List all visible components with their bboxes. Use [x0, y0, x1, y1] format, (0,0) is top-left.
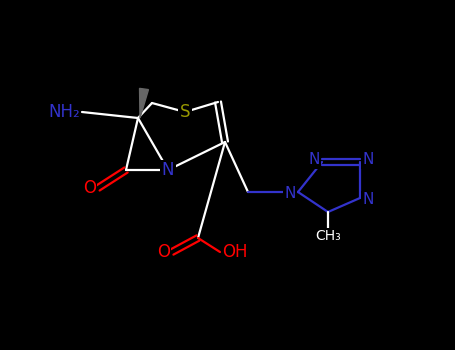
- Text: NH₂: NH₂: [48, 103, 80, 121]
- Text: N: N: [162, 161, 174, 179]
- Text: OH: OH: [222, 243, 248, 261]
- Text: N: N: [362, 193, 374, 208]
- Text: O: O: [83, 179, 96, 197]
- Text: N: N: [308, 153, 320, 168]
- Polygon shape: [140, 89, 148, 118]
- Text: N: N: [285, 187, 296, 202]
- Text: N: N: [362, 153, 374, 168]
- Text: S: S: [180, 103, 190, 121]
- Text: O: O: [157, 243, 170, 261]
- Text: CH₃: CH₃: [315, 229, 341, 243]
